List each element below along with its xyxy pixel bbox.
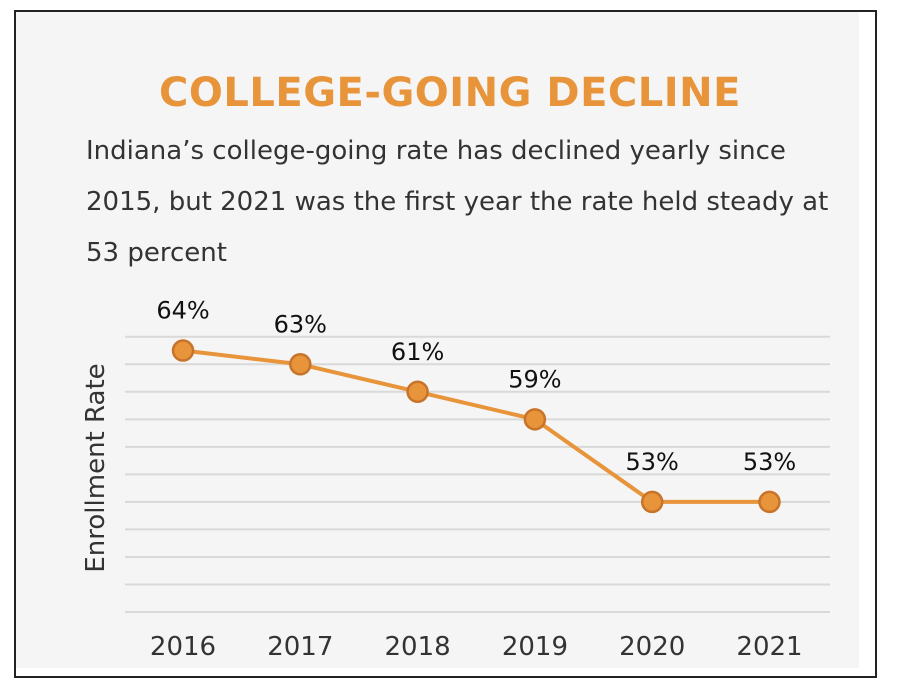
data-label: 64% (156, 297, 209, 325)
data-point (640, 490, 664, 514)
data-label: 63% (274, 310, 327, 338)
x-tick-label: 2020 (619, 632, 685, 662)
data-point (758, 490, 781, 514)
x-tick-label: 2019 (502, 632, 568, 662)
series-line (182, 348, 770, 504)
data-point (523, 408, 547, 431)
data-point (171, 339, 195, 362)
data-labels: 64% 63% 61% 59% 53% 53% (156, 297, 796, 476)
data-label: 53% (743, 448, 796, 476)
data-label: 53% (626, 448, 679, 476)
x-tick-label: 2018 (385, 632, 451, 662)
data-point (406, 380, 429, 404)
data-label: 61% (391, 338, 444, 366)
chart-panel (16, 12, 859, 668)
chart-subtitle: Indiana’s college-going rate has decline… (86, 136, 829, 268)
x-tick-label: 2016 (150, 632, 216, 662)
chart-title: COLLEGE-GOING DECLINE (159, 70, 741, 116)
gridlines (125, 335, 830, 613)
data-label: 59% (508, 365, 561, 393)
x-axis-ticks: 2016 2017 2018 2019 2020 2021 (150, 632, 803, 662)
data-points (171, 339, 781, 514)
x-tick-label: 2017 (267, 632, 333, 662)
data-point (289, 353, 312, 376)
y-axis-label: Enrollment Rate (81, 363, 111, 572)
x-tick-label: 2021 (736, 632, 802, 662)
